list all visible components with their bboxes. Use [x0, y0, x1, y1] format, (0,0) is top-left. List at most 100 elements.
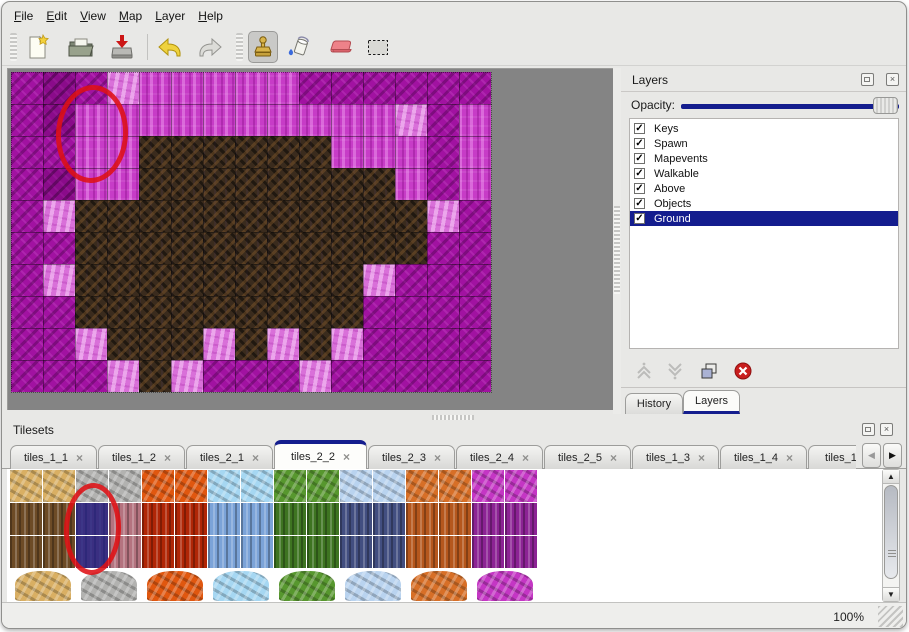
- map-canvas[interactable]: [11, 72, 491, 392]
- map-tile[interactable]: [107, 200, 139, 232]
- map-tile[interactable]: [107, 104, 139, 136]
- map-tile[interactable]: [171, 72, 203, 104]
- map-tile[interactable]: [235, 104, 267, 136]
- map-viewport[interactable]: [7, 68, 613, 410]
- map-tile[interactable]: [395, 104, 427, 136]
- map-tile[interactable]: [427, 168, 459, 200]
- map-tile[interactable]: [459, 264, 491, 296]
- raise-layer-button[interactable]: [633, 360, 655, 382]
- menu-item-file[interactable]: File: [14, 8, 34, 23]
- map-tile[interactable]: [459, 136, 491, 168]
- tileset-tile-amethyst-top[interactable]: [472, 470, 504, 502]
- tileset-tile-vine-top[interactable]: [274, 470, 306, 502]
- map-tile[interactable]: [203, 232, 235, 264]
- map-tile[interactable]: [331, 328, 363, 360]
- tileset-tile-sand-mound[interactable]: [10, 569, 75, 601]
- vertical-splitter-grip[interactable]: [614, 206, 620, 294]
- undo-button[interactable]: [156, 31, 186, 63]
- map-tile[interactable]: [203, 200, 235, 232]
- tab-close-icon[interactable]: ×: [164, 450, 172, 465]
- menu-item-edit[interactable]: Edit: [46, 8, 68, 23]
- map-tile[interactable]: [75, 168, 107, 200]
- map-tile[interactable]: [235, 168, 267, 200]
- map-tile[interactable]: [75, 360, 107, 392]
- tileset-tile-amethyst-wall[interactable]: [472, 536, 504, 568]
- menu-item-map[interactable]: Map: [118, 8, 143, 23]
- map-tile[interactable]: [203, 136, 235, 168]
- map-tile[interactable]: [107, 232, 139, 264]
- layer-visibility-checkbox[interactable]: ✓: [634, 153, 645, 164]
- map-tile[interactable]: [235, 360, 267, 392]
- tileset-tile-crystal-wall[interactable]: [340, 536, 372, 568]
- map-tile[interactable]: [43, 104, 75, 136]
- map-tile[interactable]: [331, 232, 363, 264]
- tileset-tile-ice-wall[interactable]: [208, 536, 240, 568]
- map-tile[interactable]: [395, 200, 427, 232]
- scrollbar-up-arrow[interactable]: ▲: [883, 470, 899, 484]
- tileset-tile-amethyst-wall[interactable]: [472, 503, 504, 535]
- map-tile[interactable]: [107, 328, 139, 360]
- tileset-tile-stone-wall[interactable]: [109, 536, 141, 568]
- tileset-tile-lava-top[interactable]: [175, 470, 207, 502]
- map-tile[interactable]: [43, 200, 75, 232]
- tilesets-float-icon[interactable]: [862, 423, 875, 436]
- lower-layer-button[interactable]: [664, 360, 686, 382]
- map-tile[interactable]: [459, 296, 491, 328]
- marquee-select-button[interactable]: [363, 31, 393, 63]
- tileset-tile-lava-wall[interactable]: [175, 503, 207, 535]
- map-tile[interactable]: [139, 232, 171, 264]
- tab-close-icon[interactable]: ×: [343, 449, 351, 464]
- map-tile[interactable]: [203, 104, 235, 136]
- horizontal-splitter-grip[interactable]: [432, 415, 474, 420]
- map-tile[interactable]: [139, 328, 171, 360]
- map-tile[interactable]: [43, 168, 75, 200]
- map-tile[interactable]: [43, 136, 75, 168]
- layer-visibility-checkbox[interactable]: ✓: [634, 138, 645, 149]
- layer-list[interactable]: ✓ Keys ✓ Spawn ✓ Mapevents ✓ Walkable ✓ Above ✓ Obj…: [629, 118, 899, 349]
- map-tile[interactable]: [171, 104, 203, 136]
- stamp-tool-button[interactable]: [248, 31, 278, 63]
- map-tile[interactable]: [139, 136, 171, 168]
- map-tile[interactable]: [75, 264, 107, 296]
- layer-visibility-checkbox[interactable]: ✓: [634, 123, 645, 134]
- tileset-tile-crystal-top[interactable]: [340, 470, 372, 502]
- map-tile[interactable]: [363, 328, 395, 360]
- tab-close-icon[interactable]: ×: [698, 450, 706, 465]
- map-tile[interactable]: [395, 360, 427, 392]
- tileset-tile-crystal-wall[interactable]: [373, 503, 405, 535]
- map-tile[interactable]: [299, 136, 331, 168]
- map-tile[interactable]: [299, 328, 331, 360]
- map-tile[interactable]: [331, 264, 363, 296]
- opacity-slider-track[interactable]: [681, 104, 899, 109]
- layers-close-icon[interactable]: ×: [886, 73, 899, 86]
- layer-row-mapevents[interactable]: ✓ Mapevents: [630, 151, 898, 166]
- tileset-tile-lava-wall[interactable]: [142, 503, 174, 535]
- map-tile[interactable]: [363, 72, 395, 104]
- map-tile[interactable]: [107, 360, 139, 392]
- map-tile[interactable]: [43, 232, 75, 264]
- tileset-tile-lava-wall[interactable]: [175, 536, 207, 568]
- map-tile[interactable]: [427, 72, 459, 104]
- layer-row-walkable[interactable]: ✓ Walkable: [630, 166, 898, 181]
- map-tile[interactable]: [75, 200, 107, 232]
- map-tile[interactable]: [139, 72, 171, 104]
- tileset-tile-ice-top[interactable]: [241, 470, 273, 502]
- map-tile[interactable]: [363, 232, 395, 264]
- map-tile[interactable]: [395, 136, 427, 168]
- tileset-tile-crystal-mound[interactable]: [340, 569, 405, 601]
- map-tile[interactable]: [427, 232, 459, 264]
- map-tile[interactable]: [427, 200, 459, 232]
- map-tile[interactable]: [43, 328, 75, 360]
- tab-scroll-left-arrow[interactable]: ◀: [862, 443, 881, 468]
- tileset-tile-sand-wall[interactable]: [43, 503, 75, 535]
- tileset-tab-tiles_1_1[interactable]: tiles_1_1 ×: [10, 445, 97, 469]
- map-tile[interactable]: [395, 232, 427, 264]
- map-tile[interactable]: [139, 104, 171, 136]
- new-file-button[interactable]: [23, 31, 53, 63]
- tileset-tile-vine-mound[interactable]: [274, 569, 339, 601]
- tileset-tile-stone-wall[interactable]: [76, 536, 108, 568]
- tileset-tile-crystal-wall[interactable]: [340, 503, 372, 535]
- map-tile[interactable]: [171, 136, 203, 168]
- tileset-tile-crystal-top[interactable]: [373, 470, 405, 502]
- tileset-tile-coral-wall[interactable]: [439, 536, 471, 568]
